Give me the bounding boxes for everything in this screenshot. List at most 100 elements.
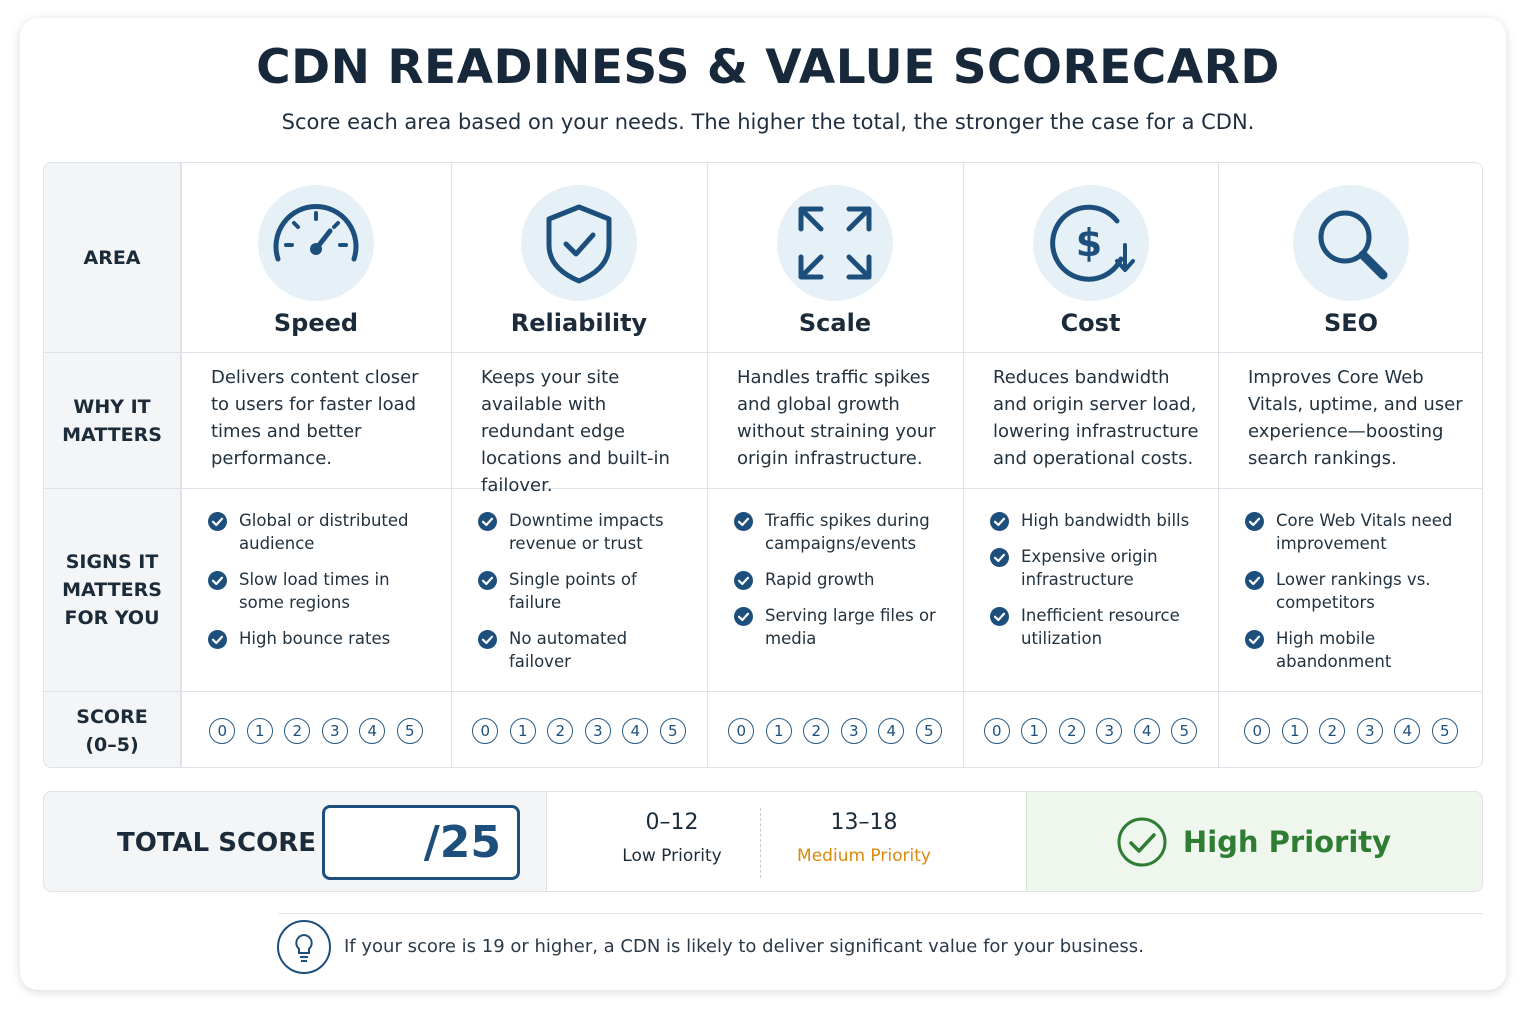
area-icon [521,185,637,301]
title: CDN READINESS & VALUE SCORECARD [256,40,1280,95]
score-option[interactable]: 5 [915,718,942,744]
why-text: Improves Core Web Vitals, uptime, and us… [1248,367,1463,469]
sign-item: Global or distributed audience [208,509,438,555]
row-rule [181,352,1482,353]
range-value: 13–18 [830,810,898,835]
sign-item: Expensive origin infrastructure [990,545,1205,591]
subtitle: Score each area based on your needs. The… [281,110,1255,134]
sign-item: Slow load times in some regions [208,568,438,614]
score-option[interactable]: 5 [1171,718,1198,744]
score-option[interactable]: 4 [1133,718,1160,744]
divider [760,808,761,878]
sign-item: High mobile abandonment [1245,627,1471,673]
sign-item: Serving large files or media [734,604,950,650]
area-name: Speed [273,309,359,337]
score-option[interactable]: 1 [1021,718,1048,744]
score-option[interactable]: 3 [1356,718,1383,744]
total-box[interactable]: /25 [322,805,520,880]
score-option[interactable]: 3 [840,718,867,744]
check [478,571,497,590]
column-rule [451,163,452,767]
check [734,512,753,531]
area-name: Reliability [510,309,648,337]
sign-text: High bandwidth bills [1021,511,1190,530]
high-panel: High Priority [1026,792,1482,891]
check-icon [1117,817,1167,867]
row-label: WHY IT MATTERS [44,352,181,488]
score-option[interactable]: 4 [359,718,386,744]
check [1245,571,1264,590]
score-option[interactable]: 0 [209,718,236,744]
sign-text: High mobile abandonment [1276,629,1392,671]
score-option[interactable]: 1 [246,718,273,744]
range-label: Low Priority [622,846,722,866]
area-icon [777,185,893,301]
area-icon [1293,185,1409,301]
sign-text: Expensive origin infrastructure [1021,547,1158,589]
check [478,630,497,649]
score-option[interactable]: 4 [622,718,649,744]
sign-text: High bounce rates [239,629,391,648]
signs-list: High bandwidth bills Expensive origin inf… [990,509,1205,663]
score-option[interactable]: 5 [396,718,423,744]
score-option[interactable]: 4 [878,718,905,744]
sign-item: Traffic spikes during campaigns/events [734,509,950,555]
sign-item: Core Web Vitals need improvement [1245,509,1471,555]
ranges-panel [546,792,1026,891]
why-text: Handles traffic spikes and global growth… [737,367,936,469]
row-label: SIGNS IT MATTERS FOR YOU [44,488,181,691]
column-rule [1218,163,1219,767]
score-option[interactable]: 3 [1096,718,1123,744]
footer-rule [278,913,1483,914]
check [990,548,1009,567]
sign-text: Slow load times in some regions [239,570,390,612]
signs-list: Global or distributed audience Slow load … [208,509,438,663]
high-priority: High Priority [1182,825,1392,859]
sign-item: Downtime impacts revenue or trust [478,509,694,555]
range-value: 0–12 [645,810,699,835]
sign-item: Inefficient resource utilization [990,604,1205,650]
score-option[interactable]: 1 [509,718,536,744]
sign-item: No automated failover [478,627,694,673]
column-rule [963,163,964,767]
score-option[interactable]: 3 [584,718,611,744]
score-option[interactable]: 4 [1394,718,1421,744]
signs-list: Core Web Vitals need improvement Lower ra… [1245,509,1471,686]
column-rule [181,163,182,767]
sign-item: Lower rankings vs. competitors [1245,568,1471,614]
sign-item: Single points of failure [478,568,694,614]
check [734,571,753,590]
area-name: SEO [1323,309,1379,337]
sign-text: Single points of failure [509,570,637,612]
score-option[interactable]: 2 [284,718,311,744]
score-option[interactable]: 1 [765,718,792,744]
score-option[interactable]: 0 [728,718,755,744]
score-option[interactable]: 5 [1431,718,1458,744]
row-rule [181,691,1482,692]
row-rule [181,488,1482,489]
area-icon [258,185,374,301]
footer-note: If your score is 19 or higher, a CDN is … [344,936,1144,957]
score-option[interactable]: 2 [1319,718,1346,744]
score-option[interactable]: 0 [472,718,499,744]
check [990,607,1009,626]
score-option[interactable]: 2 [803,718,830,744]
score-option[interactable]: 5 [659,718,686,744]
score-option[interactable]: 0 [983,718,1010,744]
why-text: Delivers content closer to users for fas… [211,367,419,469]
score-option[interactable]: 2 [1058,718,1085,744]
score-option[interactable]: 2 [547,718,574,744]
score-option[interactable]: 3 [321,718,348,744]
score-option[interactable]: 1 [1281,718,1308,744]
score-option[interactable]: 0 [1244,718,1271,744]
row-label: SCORE (0–5) [44,691,181,767]
signs-list: Downtime impacts revenue or trust Single … [478,509,694,686]
svg-text:$: $ [1075,221,1101,265]
sign-text: Traffic spikes during campaigns/events [765,511,930,553]
row-label: AREA [44,163,181,352]
scorecard-table: AREA WHY IT MATTERS SIGNS IT MATTERS FOR Y… [43,162,1483,768]
